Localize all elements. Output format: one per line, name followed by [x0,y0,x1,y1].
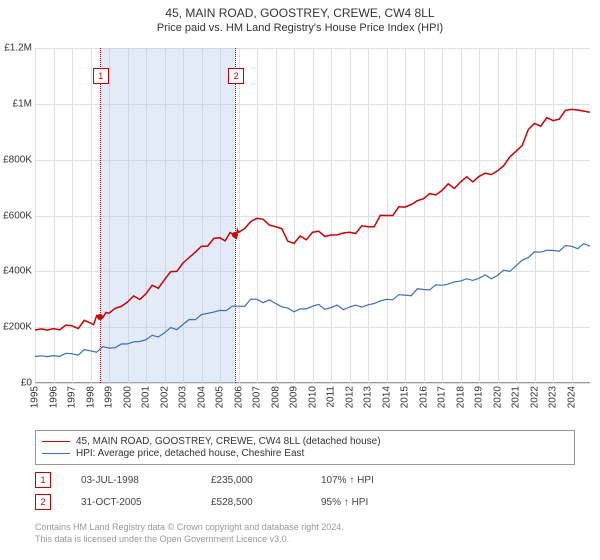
x-tick-label: 2007 [252,386,263,408]
x-tick-label: 1995 [30,386,41,408]
sale-date: 31-OCT-2005 [81,497,181,508]
x-tick-label: 2020 [492,386,503,408]
y-tick-label: £200K [3,322,32,333]
sales-table: 1 03-JUL-1998 £235,000 107% ↑ HPI 2 31-OCT-20… [35,472,575,516]
price-chart: £0£200K£400K£600K£800K£1M£1.2M 199519961… [35,48,590,383]
x-tick-label: 2003 [178,386,189,408]
x-tick-label: 2023 [548,386,559,408]
footer-line-1: Contains HM Land Registry data © Crown c… [35,522,344,534]
legend-label: HPI: Average price, detached house, Ches… [76,448,304,459]
marker-line [100,48,101,383]
marker-point [232,232,238,238]
line-series [35,48,590,383]
y-tick-label: £1M [13,98,32,109]
x-tick-label: 2011 [326,386,337,408]
x-tick-label: 2017 [437,386,448,408]
legend-swatch [42,453,70,454]
x-tick-label: 2001 [141,386,152,408]
y-tick-label: £1.2M [4,43,32,54]
x-tick-label: 2024 [566,386,577,408]
x-tick-label: 1998 [85,386,96,408]
x-tick-label: 2022 [529,386,540,408]
legend: 45, MAIN ROAD, GOOSTREY, CREWE, CW4 8LL … [35,430,575,465]
legend-item: 45, MAIN ROAD, GOOSTREY, CREWE, CW4 8LL … [42,436,568,447]
x-tick-label: 2004 [196,386,207,408]
x-tick-label: 2006 [233,386,244,408]
footer-attribution: Contains HM Land Registry data © Crown c… [35,522,344,545]
sale-price: £235,000 [211,475,291,486]
x-tick-label: 2005 [215,386,226,408]
x-tick-label: 2018 [455,386,466,408]
y-tick-label: £600K [3,210,32,221]
x-tick-label: 2021 [511,386,522,408]
y-tick-label: £400K [3,266,32,277]
marker-badge: 2 [228,68,244,84]
table-row: 1 03-JUL-1998 £235,000 107% ↑ HPI [35,472,575,488]
x-tick-label: 1999 [104,386,115,408]
x-tick-label: 2012 [344,386,355,408]
sale-pct: 107% ↑ HPI [321,475,374,486]
x-tick-label: 2013 [363,386,374,408]
x-tick-label: 2016 [418,386,429,408]
marker-badge: 1 [93,68,109,84]
table-row: 2 31-OCT-2005 £528,500 95% ↑ HPI [35,494,575,510]
legend-swatch [42,441,70,442]
series-line [35,244,590,357]
x-tick-label: 2019 [474,386,485,408]
sale-pct: 95% ↑ HPI [321,497,368,508]
sale-price: £528,500 [211,497,291,508]
x-tick-label: 2010 [307,386,318,408]
x-tick-label: 1997 [67,386,78,408]
x-tick-label: 2009 [289,386,300,408]
x-tick-label: 1996 [48,386,59,408]
series-line [35,109,590,330]
marker-point [97,314,103,320]
footer-line-2: This data is licensed under the Open Gov… [35,534,344,546]
x-tick-label: 2015 [400,386,411,408]
x-tick-label: 2000 [122,386,133,408]
sale-date: 03-JUL-1998 [81,475,181,486]
page-subtitle: Price paid vs. HM Land Registry's House … [0,22,600,34]
row-marker-badge: 2 [35,494,51,510]
y-tick-label: £800K [3,154,32,165]
page-title: 45, MAIN ROAD, GOOSTREY, CREWE, CW4 8LL [0,6,600,20]
marker-line [235,48,236,383]
legend-label: 45, MAIN ROAD, GOOSTREY, CREWE, CW4 8LL … [76,436,381,447]
x-tick-label: 2002 [159,386,170,408]
gridline-h [35,383,590,384]
x-tick-label: 2014 [381,386,392,408]
legend-item: HPI: Average price, detached house, Ches… [42,448,568,459]
row-marker-badge: 1 [35,472,51,488]
x-tick-label: 2008 [270,386,281,408]
